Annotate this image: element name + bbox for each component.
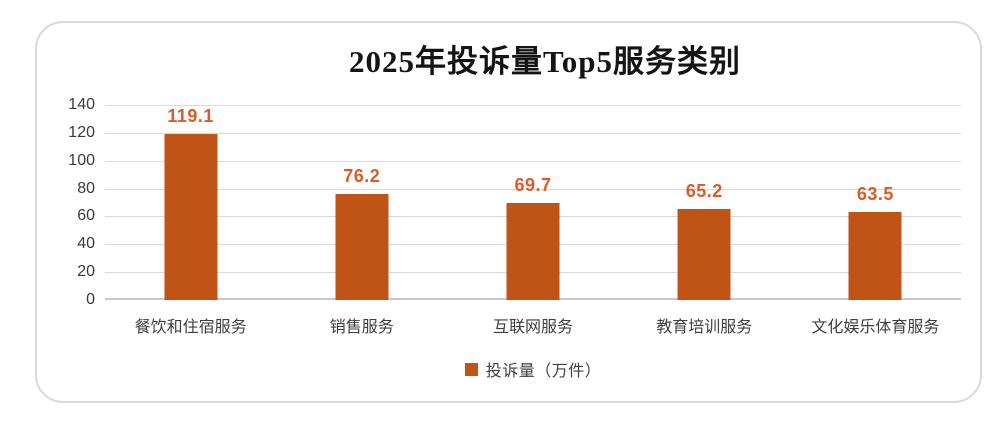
- y-axis-tick-label: 120: [68, 123, 95, 141]
- legend-label: 投诉量（万件）: [485, 363, 602, 380]
- y-axis-tick-label: 140: [68, 96, 95, 113]
- y-axis-tick-label: 20: [77, 263, 95, 281]
- x-axis-category-label: 教育培训服务: [656, 319, 753, 336]
- bar-slot: 63.5 文化娱乐体育服务: [790, 105, 961, 336]
- y-axis-tick-label: 80: [77, 179, 95, 197]
- y-axis-tick-label: 0: [86, 291, 95, 308]
- bar-value-label: 119.1: [167, 106, 214, 127]
- gridline: [105, 188, 961, 190]
- bar: [506, 202, 560, 300]
- bar-slot: 65.2 教育培训服务: [619, 105, 790, 336]
- bars-container: 119.1 餐饮和住宿服务 76.2 销售服务 69.7 互联网服务 65.2 教育培训服务 6…: [105, 105, 961, 336]
- bar: [677, 209, 731, 300]
- bar-slot: 76.2 销售服务: [276, 105, 447, 336]
- bar-value-label: 63.5: [856, 183, 894, 204]
- bar-value-label: 76.2: [343, 165, 381, 186]
- bar: [164, 134, 218, 300]
- bar-slot: 119.1 餐饮和住宿服务: [105, 105, 276, 336]
- y-axis-labels: 0 20 40 60 80 100 120 140: [28, 96, 95, 308]
- bar: [848, 211, 902, 300]
- bar-value-label: 69.7: [514, 174, 552, 195]
- bar: [335, 193, 389, 300]
- bar-slot: 69.7 互联网服务: [447, 105, 618, 336]
- x-axis-category-label: 文化娱乐体育服务: [811, 319, 940, 336]
- chart-title: 2025年投诉量Top5服务类别: [348, 44, 742, 79]
- x-axis-category-label: 餐饮和住宿服务: [134, 319, 247, 336]
- y-axis-tick-label: 100: [68, 151, 95, 169]
- gridline: [105, 160, 961, 162]
- legend: 投诉量（万件）: [105, 356, 961, 382]
- gridline: [105, 132, 961, 134]
- x-axis-category-label: 销售服务: [329, 319, 394, 336]
- gridline: [105, 105, 961, 106]
- bar-value-label: 65.2: [685, 181, 723, 202]
- x-axis-category-label: 互联网服务: [492, 319, 574, 336]
- y-axis-tick-label: 60: [77, 207, 95, 225]
- legend-marker-icon: [464, 362, 478, 376]
- y-axis-tick-label: 40: [77, 235, 95, 253]
